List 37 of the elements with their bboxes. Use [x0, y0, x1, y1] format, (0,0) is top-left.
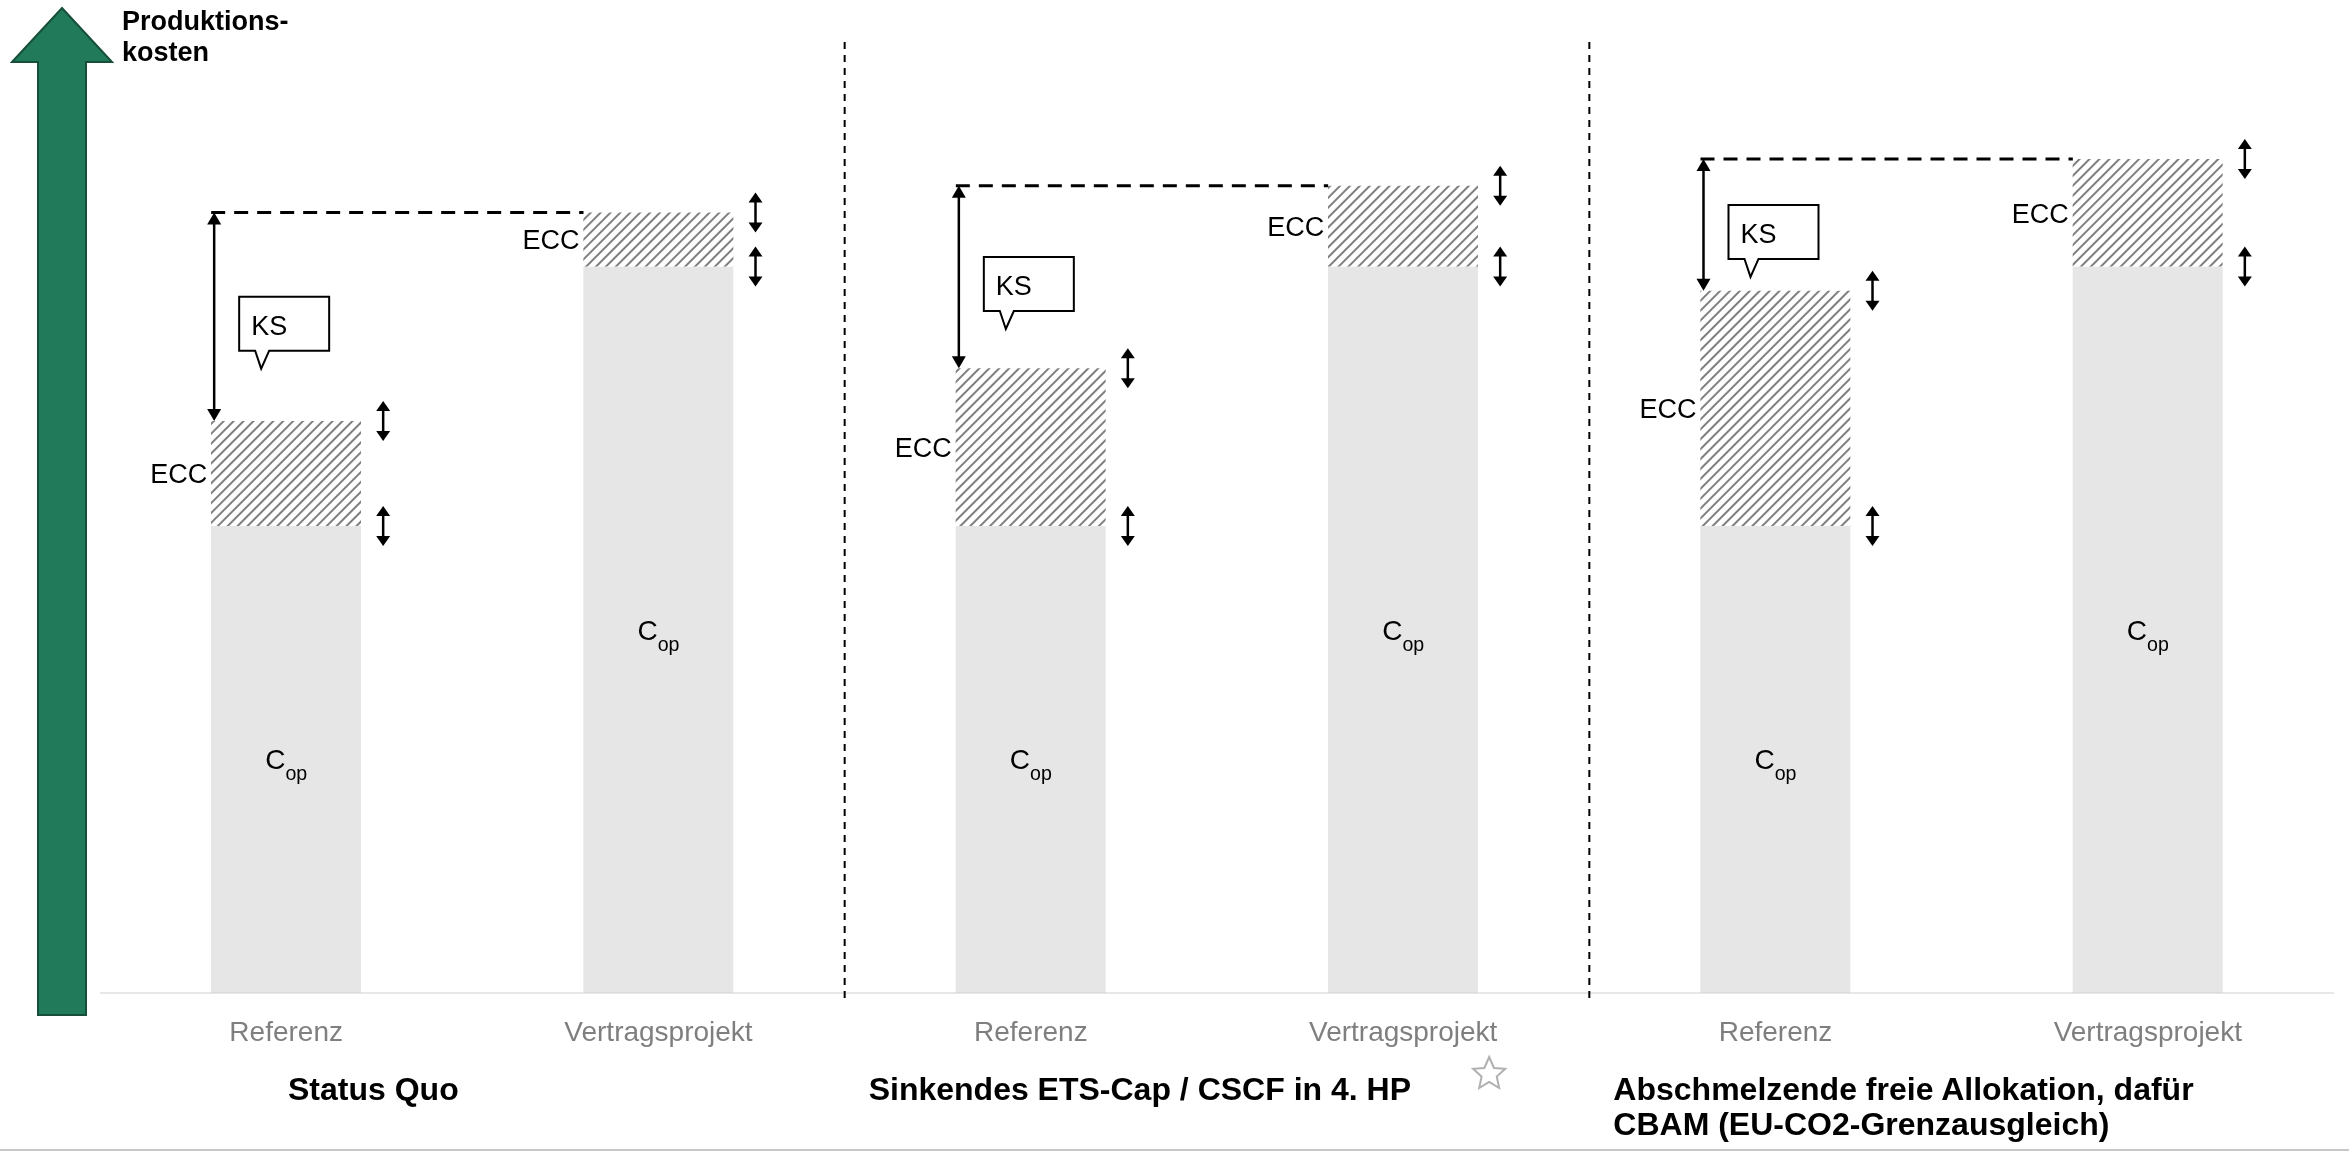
x-tick-label: Referenz [974, 1015, 1088, 1047]
annotation: KS [251, 310, 288, 341]
x-tick-label: Referenz [229, 1015, 343, 1047]
text: Status Quo [288, 1071, 459, 1107]
bar [955, 368, 1106, 526]
bar [2072, 159, 2223, 267]
bar [1328, 266, 1478, 993]
annotation: KS [995, 271, 1032, 302]
bar [1700, 525, 1851, 993]
series-label: ECC [1267, 212, 1325, 243]
text: Sinkendes ETS-Cap / CSCF in 4. HP [868, 1071, 1412, 1108]
text: C$_{op}$ [637, 614, 680, 655]
bar [583, 212, 734, 267]
text: C$_{op}$ [1009, 744, 1052, 785]
text: ECC [2011, 198, 2069, 229]
x-tick-label: Vertragsprojekt [2053, 1015, 2243, 1047]
text: C$_{op}$ [2126, 614, 2169, 655]
text: C$_{op}$ [1382, 614, 1425, 655]
bar [2072, 266, 2223, 993]
bar [583, 266, 734, 993]
annotation: KS [1740, 218, 1777, 249]
x-tick-label: Vertragsprojekt [564, 1015, 753, 1047]
bar [211, 420, 361, 526]
text: ECC [150, 459, 208, 490]
text: Abschmelzende freie Allokation, dafür CBAM (EU-CO2-Grenzausgleich) [1613, 1071, 2195, 1143]
x-tick-label: Referenz [1718, 1015, 1833, 1047]
bar [1328, 185, 1478, 267]
x-tick-label: Vertragsprojekt [1309, 1015, 1498, 1047]
text: ECC [894, 433, 952, 464]
y-axis-title: Produktions-kosten [122, 6, 289, 67]
bar [1700, 290, 1851, 526]
text: ECC [522, 225, 580, 256]
bar [955, 525, 1106, 993]
text: ECC [1639, 394, 1697, 425]
text: C$_{op}$ [265, 744, 308, 785]
series-label: C$_{op}$ [1754, 744, 1797, 785]
bar [211, 525, 361, 993]
